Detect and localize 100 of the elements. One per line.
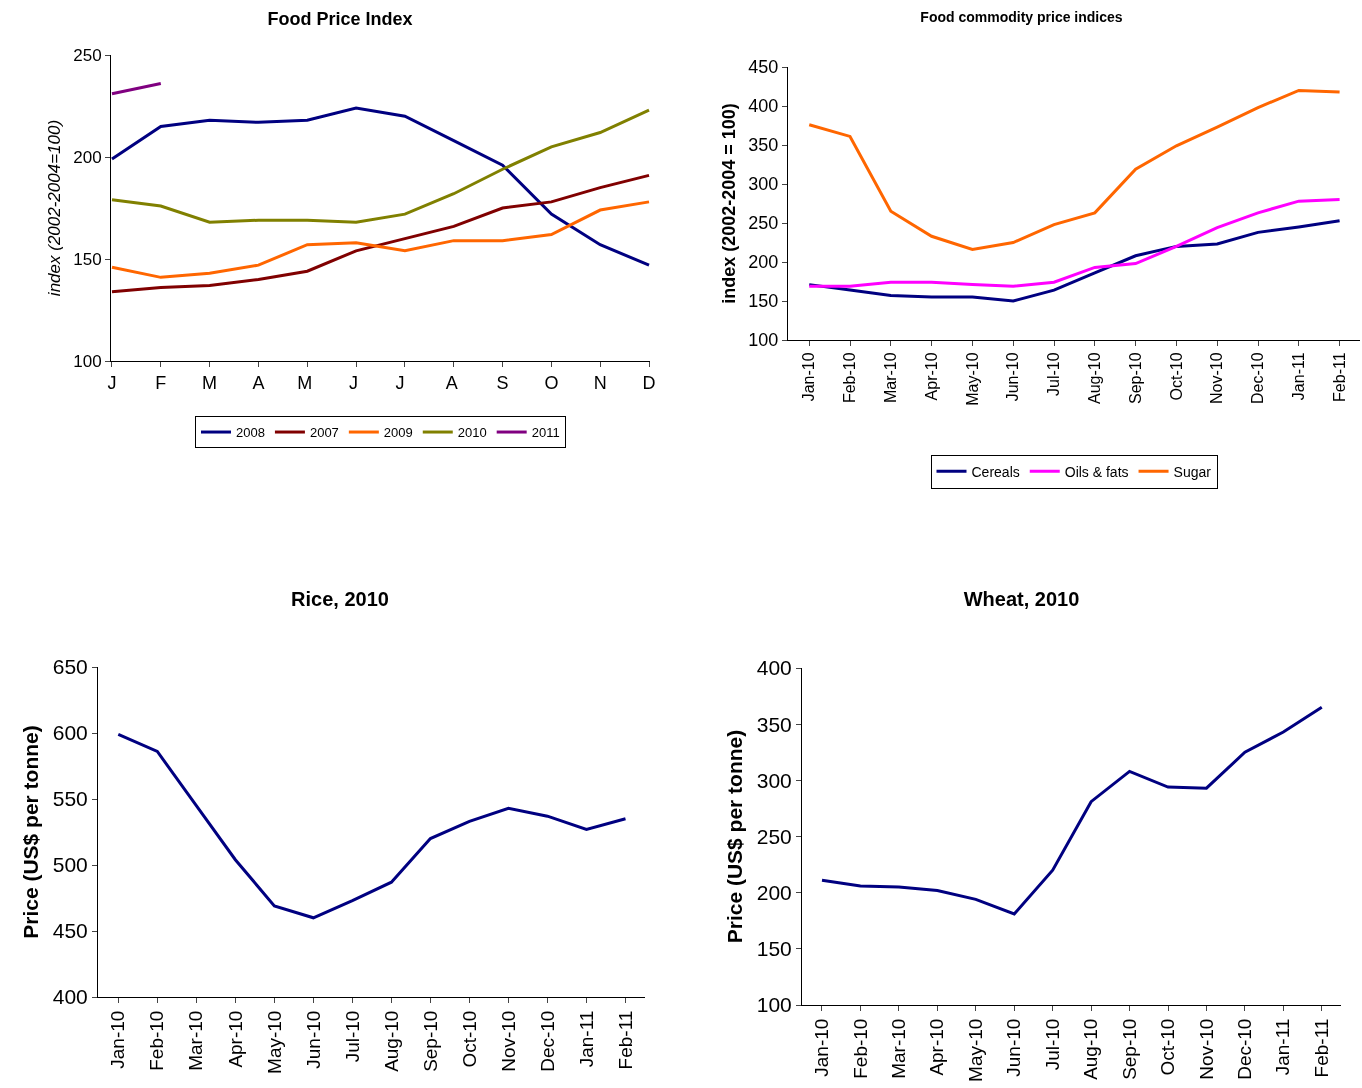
x-tick-label: J bbox=[107, 372, 117, 393]
y-axis-title: Price (US$ per tonne) bbox=[722, 729, 746, 944]
x-tick-label: Sep-10 bbox=[419, 1010, 441, 1072]
x-tick-label: Feb-11 bbox=[614, 1010, 636, 1070]
y-tick-label: 250 bbox=[73, 45, 102, 65]
y-tick-label: 650 bbox=[52, 655, 88, 679]
x-tick-label: May-10 bbox=[963, 352, 981, 406]
x-tick-label: Jan-10 bbox=[800, 352, 818, 402]
x-tick-label: Jul-10 bbox=[1045, 352, 1063, 396]
legend-label: 2008 bbox=[236, 425, 265, 441]
x-tick-label: May-10 bbox=[964, 1018, 986, 1082]
x-tick-label: Feb-10 bbox=[849, 1018, 871, 1079]
y-tick-label: 400 bbox=[748, 96, 779, 117]
x-tick-label: Dec-10 bbox=[536, 1010, 558, 1072]
y-tick-label: 150 bbox=[748, 291, 779, 312]
x-tick-label: Jul-10 bbox=[341, 1010, 363, 1063]
y-tick-label: 200 bbox=[748, 252, 779, 273]
legend-label: Oils & fats bbox=[1064, 463, 1129, 480]
x-tick-label: Mar-10 bbox=[185, 1010, 207, 1071]
x-tick-label: Sep-10 bbox=[1126, 352, 1144, 404]
y-tick-label: 450 bbox=[52, 919, 88, 943]
line-series bbox=[116, 732, 627, 920]
y-axis-title: Price (US$ per tonne) bbox=[18, 725, 42, 939]
x-tick-label: May-10 bbox=[263, 1010, 285, 1074]
y-tick-label: 250 bbox=[756, 824, 792, 848]
legend-label: 2007 bbox=[309, 425, 339, 441]
x-tick-label: Apr-10 bbox=[922, 352, 940, 401]
x-tick-label: Aug-10 bbox=[1080, 1018, 1102, 1080]
x-tick-label: Jun-10 bbox=[1004, 352, 1022, 402]
x-tick-label: Dec-10 bbox=[1249, 352, 1267, 404]
x-tick-label: Feb-11 bbox=[1330, 352, 1348, 402]
y-tick-label: 100 bbox=[756, 993, 792, 1017]
y-tick-label: 200 bbox=[756, 881, 792, 905]
chart-title: Food commodity price indices bbox=[920, 8, 1123, 25]
x-tick-label: Nov-10 bbox=[1195, 1018, 1217, 1080]
x-tick-label: S bbox=[496, 372, 509, 393]
chart-title: Rice, 2010 bbox=[291, 588, 389, 610]
x-tick-label: Oct-10 bbox=[1167, 352, 1185, 401]
y-tick-label: 150 bbox=[73, 249, 102, 269]
x-tick-label: O bbox=[544, 372, 559, 393]
y-axis-title: index (2002-2004 = 100) bbox=[718, 103, 739, 304]
line-series bbox=[807, 198, 1342, 288]
line-series bbox=[111, 106, 650, 267]
x-tick-label: F bbox=[155, 372, 167, 393]
y-tick-label: 600 bbox=[52, 721, 88, 745]
y-tick-label: 500 bbox=[52, 853, 88, 877]
y-tick-label: 350 bbox=[756, 712, 792, 736]
y-axis-title: index (2002-2004=100) bbox=[44, 119, 64, 297]
legend-label: 2009 bbox=[383, 425, 413, 441]
legend-label: Sugar bbox=[1173, 463, 1212, 480]
line-series bbox=[111, 108, 650, 224]
x-tick-label: Jan-10 bbox=[811, 1018, 833, 1077]
x-tick-label: Sep-10 bbox=[1118, 1018, 1140, 1080]
x-tick-label: Feb-10 bbox=[146, 1010, 168, 1071]
x-tick-label: J bbox=[395, 372, 415, 393]
x-tick-label: Jan-11 bbox=[1290, 352, 1307, 401]
y-tick-label: 250 bbox=[748, 213, 779, 234]
x-tick-label: Aug-10 bbox=[380, 1010, 402, 1072]
x-tick-label: Feb-10 bbox=[841, 352, 859, 404]
x-tick-label: A bbox=[252, 372, 265, 393]
line-series bbox=[111, 173, 650, 294]
x-tick-label: M bbox=[202, 372, 218, 393]
x-tick-label: Oct-10 bbox=[1157, 1018, 1179, 1076]
y-tick-label: 300 bbox=[748, 174, 779, 195]
x-tick-label: Jan-11 bbox=[1272, 1018, 1294, 1076]
x-tick-label: Jan-10 bbox=[107, 1010, 129, 1069]
x-tick-label: Oct-10 bbox=[458, 1010, 480, 1068]
x-tick-label: J bbox=[349, 372, 364, 393]
y-tick-label: 400 bbox=[52, 985, 88, 1009]
legend-label: Cereals bbox=[971, 463, 1020, 480]
line-series bbox=[807, 219, 1342, 303]
x-tick-label: Feb-11 bbox=[1310, 1018, 1332, 1078]
y-tick-label: 150 bbox=[756, 937, 792, 961]
y-tick-label: 550 bbox=[52, 787, 88, 811]
y-tick-label: 400 bbox=[756, 656, 792, 680]
line-series bbox=[807, 88, 1342, 252]
x-tick-label: Apr-10 bbox=[926, 1018, 948, 1076]
line-series bbox=[111, 200, 650, 279]
legend-label: 2011 bbox=[531, 425, 560, 441]
x-tick-label: A bbox=[445, 372, 462, 393]
x-tick-label: Mar-10 bbox=[888, 1018, 910, 1079]
y-tick-label: 100 bbox=[73, 351, 102, 371]
y-tick-label: 200 bbox=[73, 147, 102, 167]
x-tick-label: Apr-10 bbox=[224, 1010, 246, 1068]
chart-title: Wheat, 2010 bbox=[963, 588, 1080, 610]
x-tick-label: Mar-10 bbox=[882, 352, 900, 404]
x-tick-label: Jun-10 bbox=[302, 1010, 324, 1069]
y-tick-label: 450 bbox=[748, 57, 779, 78]
x-tick-label: N bbox=[593, 372, 607, 393]
x-tick-label: M bbox=[297, 372, 318, 393]
x-tick-label: Jul-10 bbox=[1041, 1018, 1063, 1071]
y-tick-label: 100 bbox=[748, 330, 779, 351]
x-tick-label: D bbox=[642, 372, 656, 393]
chart-title: Food Price Index bbox=[267, 8, 413, 29]
legend-label: 2010 bbox=[457, 425, 487, 441]
x-tick-label: Aug-10 bbox=[1086, 352, 1104, 404]
y-tick-label: 350 bbox=[748, 135, 779, 156]
y-tick-label: 300 bbox=[756, 768, 792, 792]
x-tick-label: Nov-10 bbox=[497, 1010, 519, 1072]
line-series bbox=[820, 705, 1324, 916]
